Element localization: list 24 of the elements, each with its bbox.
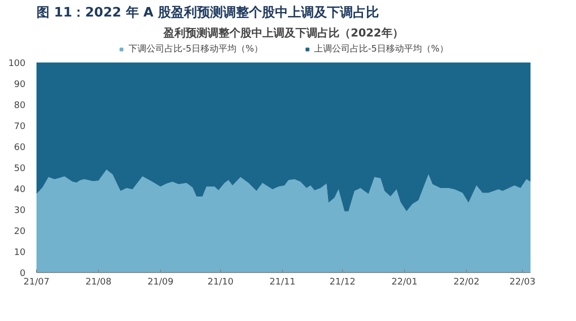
y-tick-label: 40 [14, 185, 26, 195]
y-tick-label: 10 [14, 248, 26, 258]
y-tick-label: 0 [20, 269, 26, 279]
y-tick-label: 50 [14, 164, 26, 174]
y-tick-label: 100 [8, 59, 26, 69]
x-tick-label: 21/12 [330, 278, 356, 288]
chart-subtitle: 盈利预测调整个股中上调及下调占比（2022年） [162, 26, 404, 40]
x-tick-label: 22/02 [454, 278, 480, 288]
x-tick-label: 21/07 [24, 278, 50, 288]
x-tick-label: 21/10 [208, 278, 234, 288]
chart-title: 图 11：2022 年 A 股盈利预测调整个股中上调及下调占比 [36, 4, 379, 20]
x-tick-label: 22/03 [510, 278, 536, 288]
x-tick-label: 22/01 [392, 278, 418, 288]
y-tick-label: 80 [14, 101, 26, 111]
x-tick-label: 21/11 [270, 278, 296, 288]
x-tick-label: 21/08 [86, 278, 112, 288]
legend-label: 下调公司占比-5日移动平均（%） [128, 43, 263, 56]
legend-label: 上调公司占比-5日移动平均（%） [314, 43, 449, 56]
x-tick-label: 21/09 [148, 278, 174, 288]
y-tick-label: 20 [14, 227, 26, 237]
y-tick-label: 90 [14, 80, 26, 90]
y-tick-label: 70 [14, 122, 26, 132]
y-tick-label: 30 [14, 206, 26, 216]
y-tick-label: 60 [14, 143, 26, 153]
